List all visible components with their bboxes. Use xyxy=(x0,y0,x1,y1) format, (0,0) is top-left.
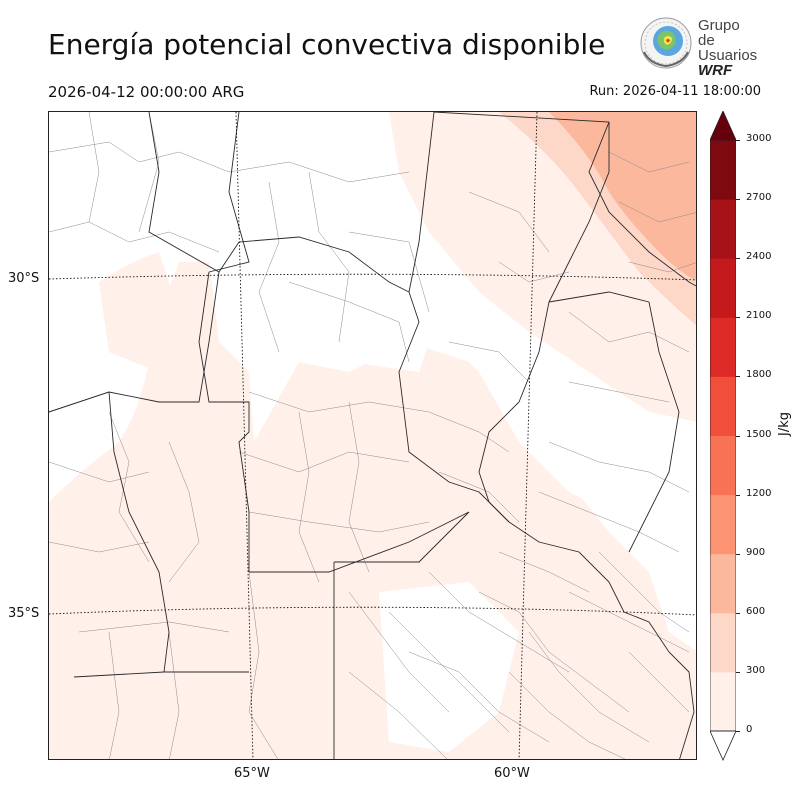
province-boundaries xyxy=(49,112,696,759)
cape-gap-white-1 xyxy=(219,242,429,372)
colorbar-bin-9 xyxy=(710,140,736,200)
colorbar-bin-6 xyxy=(710,317,736,377)
colorbar-bin-4 xyxy=(710,435,736,496)
colorbar-over-arrow xyxy=(710,111,736,141)
boundary-santiago xyxy=(408,112,435,293)
boundary-cordoba-west xyxy=(208,112,250,273)
boundary-chaco-santafe xyxy=(433,112,610,303)
cape-field-600-900 xyxy=(549,112,696,281)
boundary-uruguay-river xyxy=(628,301,680,553)
colorbar-bin-7 xyxy=(710,258,736,318)
valid-time: 2026-04-12 00:00:00 ARG xyxy=(48,83,245,101)
cape-map xyxy=(48,111,697,760)
colorbar-tick-mark xyxy=(736,731,740,732)
colorbar-unit: J/kg xyxy=(777,412,792,436)
logo-line-3: WRF xyxy=(698,62,733,79)
run-time: Run: 2026-04-11 18:00:00 xyxy=(589,84,761,99)
colorbar-tick-mark xyxy=(736,317,740,319)
colorbar-bin-0 xyxy=(710,671,736,732)
colorbar-tick-1500: 1500 xyxy=(746,428,772,440)
colorbar-bin-3 xyxy=(710,494,736,555)
colorbar-tick-300: 300 xyxy=(746,664,766,676)
parallel-35s xyxy=(49,606,696,616)
colorbar-tick-mark xyxy=(736,612,740,614)
colorbar-bin-2 xyxy=(710,553,736,614)
cape-gap-white-4 xyxy=(529,412,696,582)
colorbar-tick-mark xyxy=(736,376,740,378)
boundary-cordoba-sanluis xyxy=(198,271,250,572)
cape-gap-white-3 xyxy=(379,582,519,752)
lat-label-30s: 30°S xyxy=(8,271,40,286)
department-boundaries xyxy=(49,112,696,759)
logo-line-2: Usuarios xyxy=(698,47,758,64)
cape-shading xyxy=(49,112,696,759)
colorbar-tick-2100: 2100 xyxy=(746,310,772,322)
colorbar-tick-0: 0 xyxy=(746,724,753,735)
colorbar-tick-mark xyxy=(736,553,740,555)
colorbar-bin-8 xyxy=(710,199,736,259)
graticule xyxy=(49,112,696,759)
boundary-lapampa-north xyxy=(73,671,249,678)
logo-line-1: Grupo de xyxy=(698,17,740,49)
lat-label-35s: 35°S xyxy=(8,606,40,621)
boundary-buenosaires-north xyxy=(334,511,470,563)
colorbar-tick-2700: 2700 xyxy=(746,192,772,204)
boundary-corrientes-uruguay xyxy=(588,121,696,287)
colorbar-tick-3000: 3000 xyxy=(746,133,772,144)
colorbar-tick-mark xyxy=(736,435,740,437)
colorbar-tick-1200: 1200 xyxy=(746,487,772,499)
colorbar xyxy=(710,111,736,761)
colorbar-under-arrow xyxy=(710,730,736,761)
colorbar-tick-900: 900 xyxy=(746,546,766,558)
lon-label-60w: 60°W xyxy=(494,766,530,781)
globe-logo-icon xyxy=(640,17,692,69)
boundary-sanluis-mendoza xyxy=(108,391,170,673)
colorbar-tick-mark xyxy=(736,140,740,141)
logo-text: Grupo de Usuarios WRF xyxy=(698,18,760,78)
logo: Grupo de Usuarios WRF xyxy=(638,16,760,78)
boundary-entrerios-west xyxy=(478,301,550,523)
colorbar-tick-600: 600 xyxy=(746,605,766,617)
cape-field-0-300-midwest xyxy=(99,252,179,372)
colorbar-bin-5 xyxy=(710,376,736,436)
colorbar-tick-mark xyxy=(736,258,740,260)
colorbar-tick-1800: 1800 xyxy=(746,369,772,381)
cape-field-0-300-west xyxy=(49,262,696,759)
boundary-cordoba-south xyxy=(249,511,470,573)
map-canvas xyxy=(49,112,696,759)
colorbar-tick-mark xyxy=(736,494,740,496)
boundary-sanjuan-mendoza xyxy=(49,391,110,413)
boundary-catamarca-larioja xyxy=(49,112,220,413)
map-title: Energía potencial convectiva disponible xyxy=(48,28,606,61)
parallel-30s xyxy=(49,273,696,281)
boundary-cordoba-north xyxy=(218,236,410,293)
colorbar-tick-mark xyxy=(736,671,740,673)
colorbar-bin-1 xyxy=(710,612,736,673)
boundary-entrerios-corrientes xyxy=(548,291,650,303)
boundary-rio-plata-coast xyxy=(508,521,695,759)
lon-label-65w: 65°W xyxy=(234,766,270,781)
colorbar-tick-mark xyxy=(736,199,740,201)
cape-gap-white-5 xyxy=(49,112,179,272)
colorbar-tick-2400: 2400 xyxy=(746,251,772,263)
